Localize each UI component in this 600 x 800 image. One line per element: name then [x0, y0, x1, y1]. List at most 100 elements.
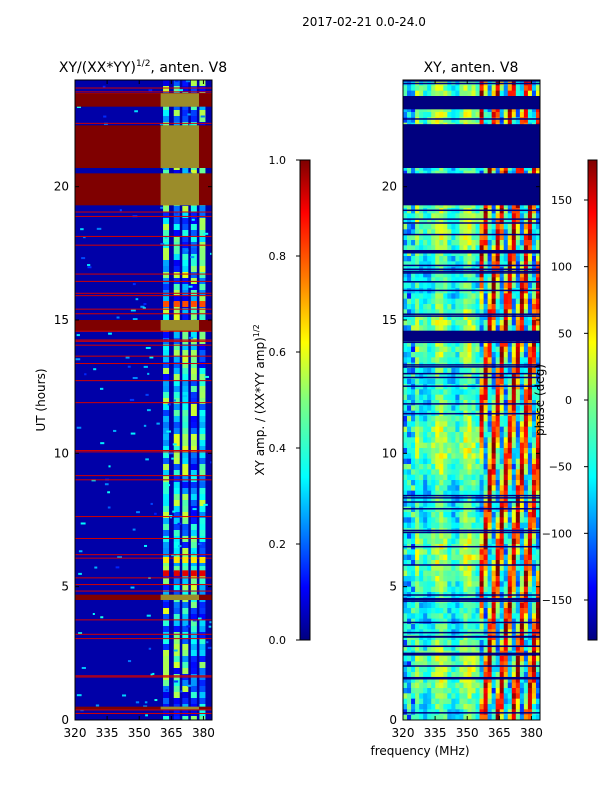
amplitude-rfi-cell: [173, 452, 180, 458]
phase-cell: [511, 581, 517, 588]
phase-cell: [451, 202, 456, 209]
phase-cell: [495, 234, 501, 241]
phase-cell: [455, 261, 460, 268]
phase-cell: [451, 517, 456, 524]
phase-xtick-label: 365: [488, 726, 511, 740]
phase-cell: [411, 405, 416, 412]
phase-cell: [427, 608, 432, 614]
amplitude-rfi-cell: [163, 578, 170, 584]
amplitude-noise-cell: [177, 545, 182, 548]
phase-cell: [479, 352, 485, 358]
phase-cell: [403, 165, 408, 172]
phase-cell: [507, 469, 513, 476]
phase-cell: [431, 496, 436, 502]
phase-cell: [491, 453, 497, 460]
phase-cell: [447, 698, 452, 705]
phase-cell: [515, 672, 521, 678]
phase-cell: [443, 453, 448, 460]
phase-cell: [527, 458, 533, 465]
phase-cell: [471, 282, 477, 289]
phase-cell: [487, 368, 493, 374]
phase-cell: [403, 400, 408, 406]
phase-cell: [455, 304, 460, 310]
phase-cell: [443, 416, 448, 422]
phase-cell: [419, 602, 424, 609]
phase-cell: [415, 416, 420, 422]
phase-cell: [431, 90, 436, 97]
phase-cell: [503, 485, 509, 492]
phase-cell: [507, 432, 513, 438]
phase-cell: [503, 480, 509, 486]
phase-cell: [455, 234, 460, 241]
amplitude-rfi-cell: [163, 506, 170, 512]
amplitude-saturated-band: [75, 594, 212, 600]
phase-cell: [455, 224, 460, 230]
amplitude-ytick-label: 20: [54, 180, 69, 194]
phase-cell: [535, 442, 540, 449]
phase-cell: [407, 485, 412, 492]
amplitude-rfi-cell: [182, 254, 189, 260]
phase-cell: [499, 506, 505, 513]
phase-cell: [511, 533, 517, 540]
phase-cell: [467, 112, 472, 118]
phase-cell: [435, 560, 440, 566]
amplitude-noise-cell: [146, 409, 151, 412]
amplitude-rfi-cell: [173, 656, 180, 662]
amplitude-rfi-cell: [199, 620, 206, 626]
phase-cell: [499, 250, 505, 257]
amplitude-rfi-cell: [173, 512, 180, 518]
phase-cell: [515, 357, 521, 364]
phase-cell: [483, 90, 489, 97]
phase-cell: [519, 490, 525, 497]
phase-cell: [451, 453, 456, 460]
amplitude-noise-cell: [78, 632, 83, 635]
phase-cell: [515, 661, 521, 668]
phase-cell: [455, 464, 460, 470]
amplitude-rfi-cell: [199, 116, 206, 122]
amplitude-rfi-cell: [182, 314, 189, 320]
amplitude-rfi-cell: [173, 620, 180, 626]
phase-cell: [515, 538, 521, 545]
phase-cell: [447, 256, 452, 262]
phase-cell: [511, 480, 517, 486]
phase-cell: [511, 261, 517, 268]
phase-cell: [531, 106, 537, 113]
amplitude-rfi-cell: [163, 104, 170, 110]
amplitude-rfi-cell: [182, 284, 189, 290]
amplitude-noise-cell: [81, 666, 86, 669]
phase-cell: [535, 325, 540, 332]
phase-cell: [487, 304, 493, 310]
amplitude-band-rfi-overlay: [160, 173, 199, 206]
phase-cell: [435, 256, 440, 262]
amplitude-rfi-cell: [173, 224, 180, 230]
phase-cell: [483, 458, 489, 465]
phase-cell: [499, 624, 505, 630]
phase-cell: [491, 677, 497, 684]
phase-flag-line: [403, 712, 540, 714]
phase-cell: [443, 432, 448, 438]
phase-cell: [511, 570, 517, 577]
amplitude-rfi-cell: [182, 122, 189, 128]
amplitude-noise-cell: [178, 89, 184, 92]
phase-cell: [415, 698, 420, 705]
phase-cell: [471, 250, 477, 257]
amplitude-rfi-cell: [199, 368, 206, 374]
phase-cell: [411, 517, 416, 524]
amplitude-rfi-cell: [163, 296, 170, 302]
phase-cell: [475, 277, 481, 284]
phase-cell: [451, 224, 456, 230]
amplitude-rfi-cell: [199, 350, 206, 356]
phase-cell: [523, 282, 529, 289]
phase-cell: [511, 368, 517, 374]
phase-cell: [467, 661, 472, 668]
phase-cell: [531, 618, 537, 625]
phase-cell: [523, 458, 529, 465]
amplitude-rfi-cell: [199, 212, 206, 218]
phase-cell: [479, 437, 485, 444]
phase-cell: [423, 405, 428, 412]
phase-flag-line: [403, 222, 540, 224]
phase-cell: [443, 666, 448, 673]
phase-cell: [427, 309, 432, 316]
phase-cell: [511, 501, 517, 508]
phase-cell: [447, 661, 452, 668]
